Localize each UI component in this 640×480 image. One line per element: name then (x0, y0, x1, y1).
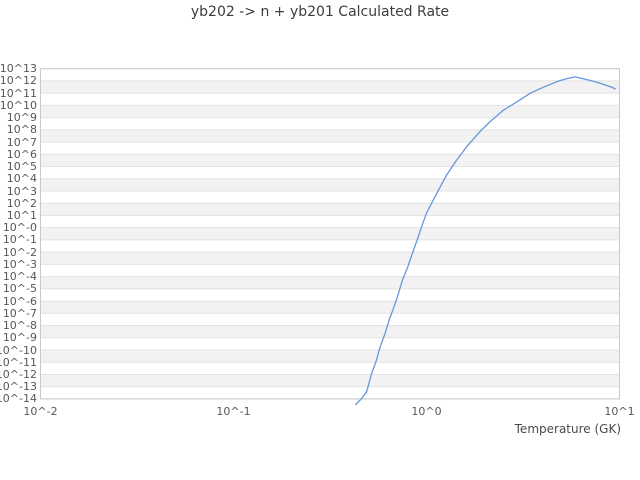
y-tick-label: 10^12 (0, 74, 37, 88)
y-tick-label: 10^7 (6, 135, 37, 149)
y-tick-label: 10^-3 (2, 257, 37, 271)
y-tick-label: 10^-7 (2, 306, 37, 320)
y-tick-label: 10^10 (0, 98, 37, 112)
plot-frame (40, 68, 620, 400)
y-tick-label: 10^8 (6, 123, 37, 137)
decade-band (40, 325, 620, 338)
y-tick-label: 10^-14 (0, 392, 37, 406)
decade-band (40, 276, 620, 289)
y-tick-label: 10^-11 (0, 355, 37, 369)
y-tick-label: 10^-13 (0, 380, 37, 394)
y-tick-label: 10^-9 (2, 331, 37, 345)
x-axis-label: Temperature (GK) (514, 422, 621, 436)
y-tick-label: 10^-2 (2, 245, 37, 259)
decade-band (40, 80, 620, 94)
y-tick-label: 10^11 (0, 86, 37, 100)
decade-band (40, 301, 620, 314)
y-tick-label: 10^2 (6, 196, 37, 210)
y-tick-label: 10^-5 (2, 282, 37, 296)
decade-band (40, 105, 620, 118)
decade-band (40, 154, 620, 167)
y-tick-label: 10^-1 (2, 233, 37, 247)
rate-curve (355, 76, 616, 406)
y-tick-label: 10^13 (0, 62, 37, 76)
y-tick-label: 10^6 (6, 147, 37, 161)
y-tick-label: 10^-4 (2, 270, 37, 284)
y-tick-label: 10^-0 (2, 221, 37, 235)
y-tick-label: 10^-10 (0, 343, 37, 357)
chart-title: yb202 -> n + yb201 Calculated Rate (190, 4, 450, 20)
decade-band (40, 374, 620, 387)
decade-band (40, 349, 620, 363)
decade-band (40, 129, 620, 143)
x-tick-label: 10^0 (411, 405, 442, 418)
y-tick-label: 10^1 (6, 209, 37, 222)
y-tick-label: 10^5 (6, 160, 37, 173)
decade-band (40, 227, 620, 240)
y-tick-label: 10^4 (6, 172, 37, 186)
y-tick-label: 10^-12 (0, 367, 37, 381)
y-tick-label: 10^3 (6, 184, 37, 198)
y-tick-label: 10^-8 (2, 319, 37, 332)
x-tick-label: 10^-2 (23, 405, 58, 418)
decade-band (40, 252, 620, 265)
x-tick-label: 10^1 (604, 405, 635, 418)
y-tick-label: 10^9 (6, 111, 37, 125)
x-tick-label: 10^-1 (216, 405, 251, 418)
decade-band (40, 203, 620, 216)
y-tick-label: 10^-6 (2, 294, 37, 308)
decade-band (40, 178, 620, 191)
